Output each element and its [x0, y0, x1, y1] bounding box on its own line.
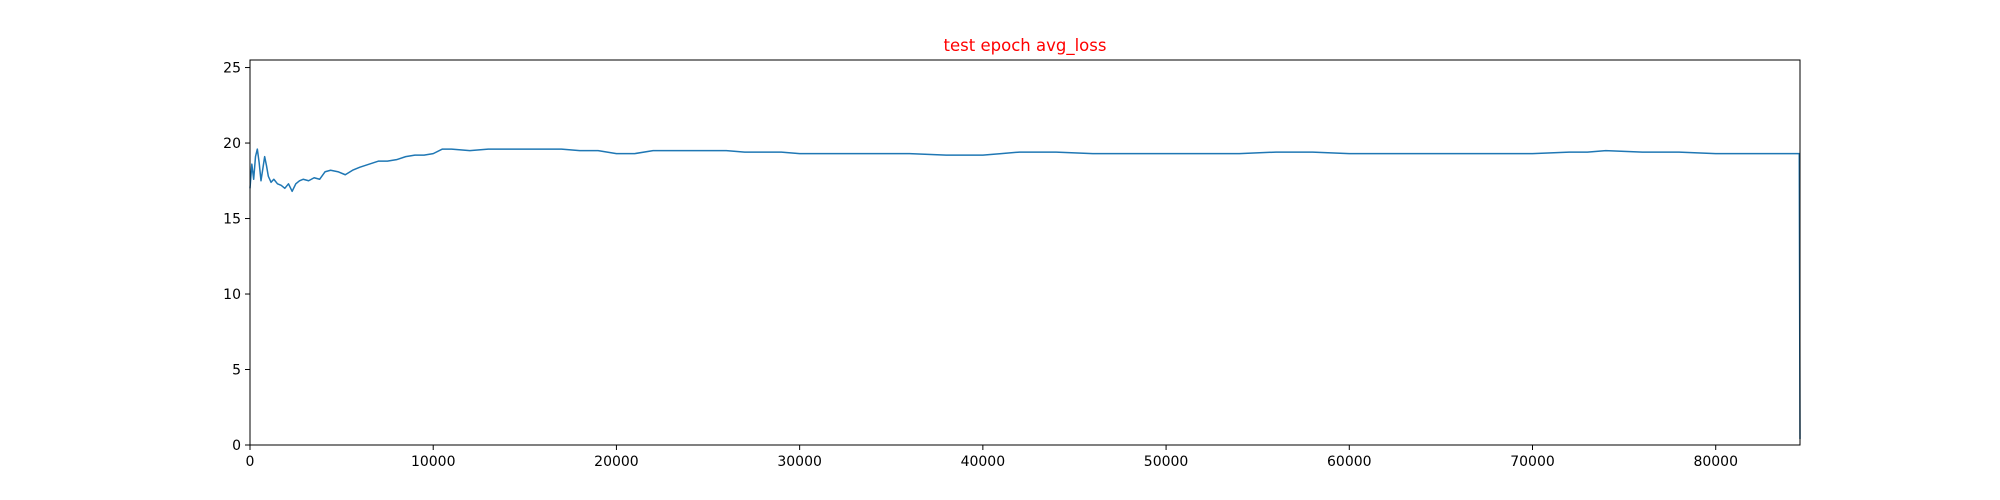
x-tick-label: 20000	[594, 454, 639, 470]
axes-frame	[249, 59, 1801, 446]
chart-title: test epoch avg_loss	[944, 36, 1107, 56]
x-tick-label: 0	[246, 454, 255, 470]
x-tick-label: 60000	[1327, 454, 1372, 470]
y-tick-label: 10	[223, 287, 241, 303]
series-line-0	[249, 148, 1801, 439]
y-tick-label: 0	[232, 438, 241, 454]
y-tick-label: 15	[223, 212, 241, 228]
y-tick-label: 25	[223, 61, 241, 77]
y-tick-label: 20	[223, 136, 241, 152]
x-tick-label: 80000	[1693, 454, 1738, 470]
x-tick-label: 10000	[411, 454, 456, 470]
y-tick-label: 5	[232, 363, 241, 379]
plot-area	[249, 148, 1801, 439]
x-tick-label: 40000	[961, 454, 1006, 470]
x-tick-label: 70000	[1510, 454, 1555, 470]
x-tick-label: 30000	[777, 454, 822, 470]
axis-ticks: 0 10000 20000 30000 40000 50000 60000 70000 8000…	[223, 61, 1738, 470]
x-tick-label: 50000	[1144, 454, 1189, 470]
